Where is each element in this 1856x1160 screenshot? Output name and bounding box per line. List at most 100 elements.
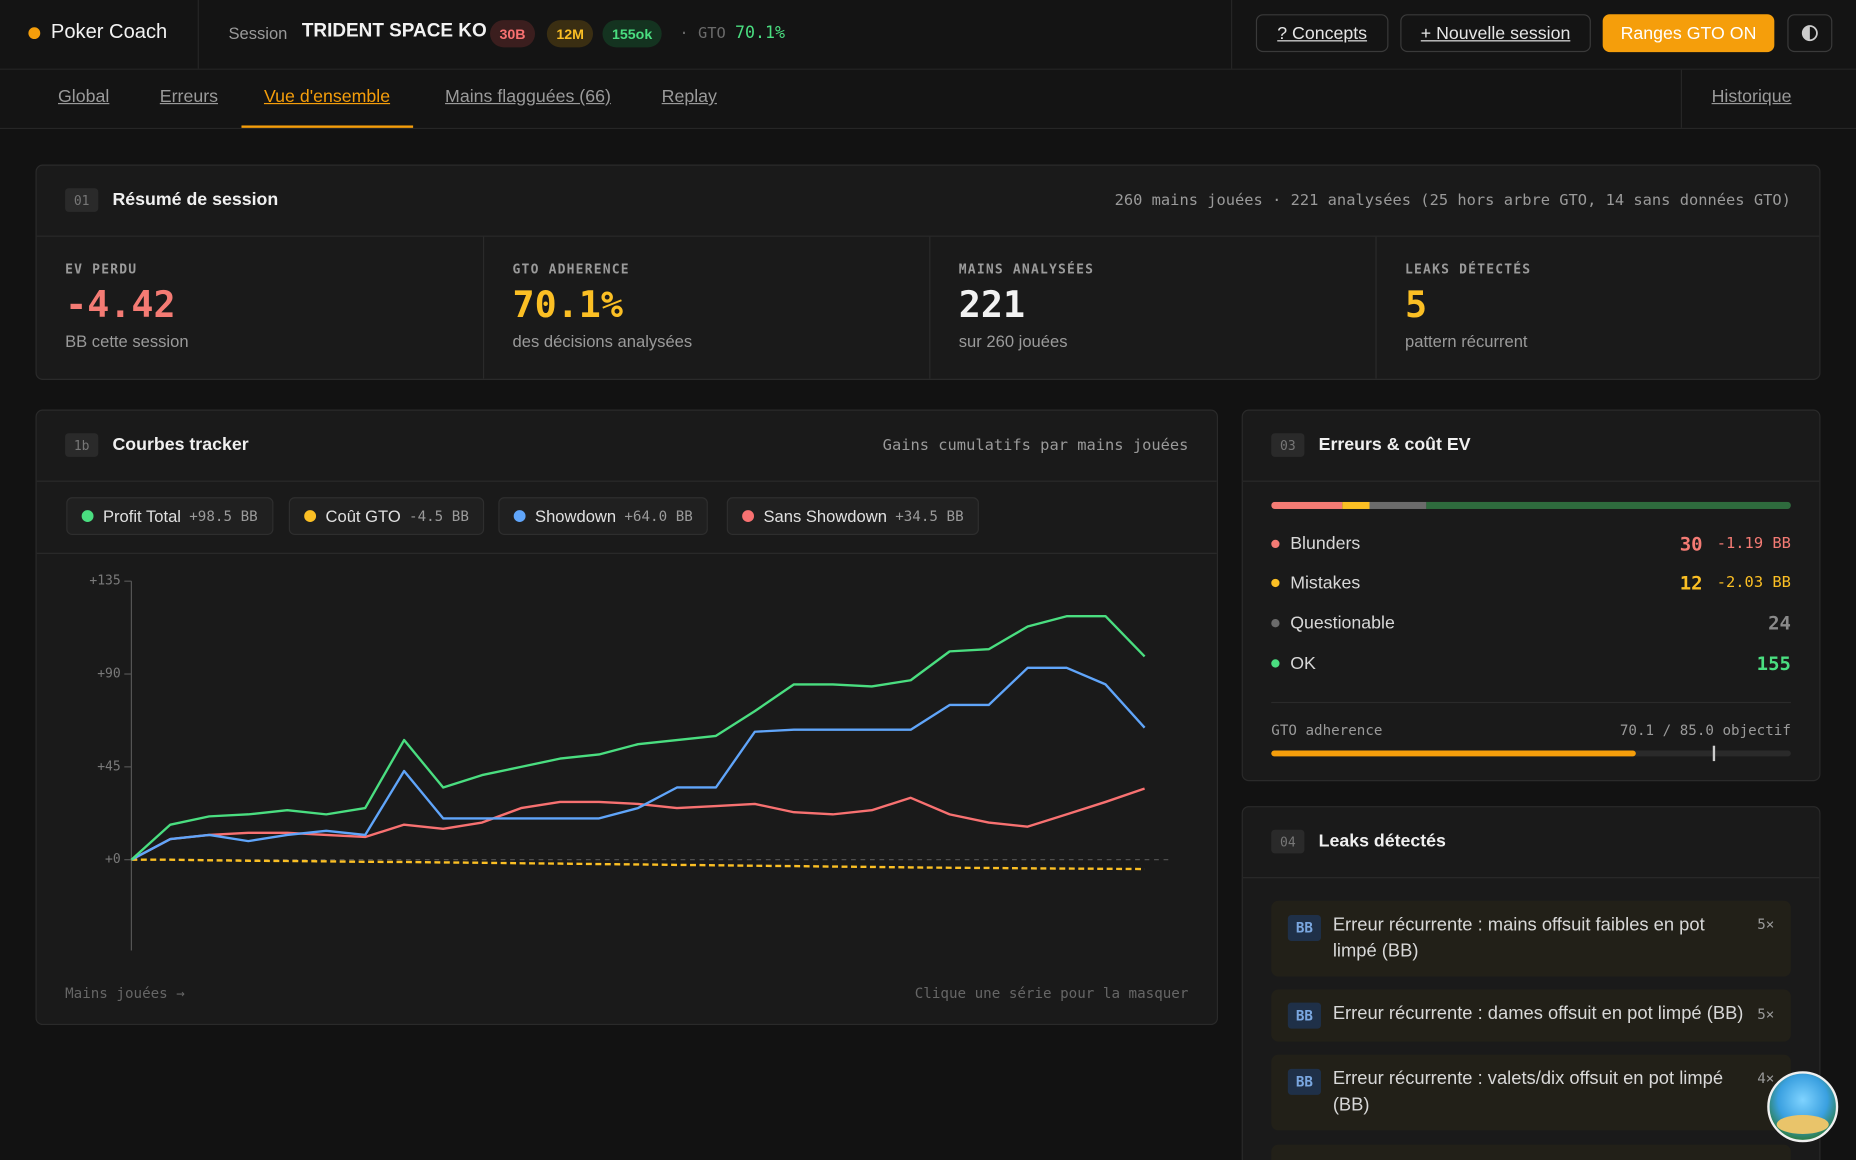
tab[interactable]: Mains flagguées (66) [445,86,611,107]
tab[interactable]: Erreurs [159,86,219,107]
legend-dot [81,510,94,522]
panel-header: 01 Résumé de session 260 mains jouées · … [36,166,1820,237]
bar-segment [1369,501,1427,509]
panel-note: 260 mains jouées · 221 analysées (25 hor… [1114,191,1791,210]
divider [36,552,1217,554]
theme-icon [1801,25,1818,42]
divider [1680,69,1682,128]
adherence-text: 70.1 / 85.0 objectif [1619,722,1791,739]
badge: 12M [546,20,594,48]
tab[interactable]: Vue d'ensemble [241,70,413,128]
badge: 30B [490,20,536,48]
leak-tag: BB [1287,1068,1321,1095]
stat-value: 221 [958,284,1026,327]
error-row: Questionable 24 [1271,609,1791,637]
dot [1271,579,1280,588]
error-name: Blunders [1290,533,1361,554]
stat-value: 70.1% [512,284,623,327]
dot [1271,618,1280,628]
dot [1271,658,1280,668]
error-ev: -1.19 BB [1716,534,1791,553]
divider [197,0,199,69]
error-row: Blunders 30 -1.19 BB [1271,529,1791,557]
error-name: Mistakes [1290,573,1361,594]
stat-sub: des décisions analysées [512,331,693,351]
tab-bar: Historique Global Erreurs Vue d'ensemble Ma… [0,69,1856,130]
legend-item[interactable]: Showdown +64.0 BB [498,497,709,536]
error-name: Questionable [1290,613,1395,634]
session-name: TRIDENT SPACE KO [301,21,487,42]
error-count: 24 [1768,611,1791,635]
errors-panel: 03 Erreurs & coût EV GTO adherence 70.1 … [1241,409,1821,782]
panel-title: Leaks détectés [1318,830,1446,852]
new-session-button[interactable]: + Nouvelle session [1400,14,1591,53]
error-count: 12 [1679,571,1703,595]
leak-item[interactable] [1271,1144,1791,1160]
stat: EV PERDU -4.42 BB cette session [37,237,483,379]
theme-toggle[interactable] [1787,14,1833,53]
brand: Poker Coach [50,20,168,43]
dot [1271,539,1280,548]
stat: LEAKS DÉTECTÉS 5 pattern récurrent [1375,236,1819,379]
error-count: 30 [1679,532,1703,555]
legend-total: +98.5 BB [189,507,258,525]
x-axis-label: Mains jouées → [65,984,185,1002]
header: Poker Coach Session TRIDENT SPACE KO 30B… [0,0,1856,70]
stat: GTO ADHERENCE 70.1% des décisions analysée… [482,236,929,379]
panel-header: 1b Courbes tracker Gains cumulatifs par … [36,411,1217,482]
legend-dot [513,510,526,522]
legend-item[interactable]: Profit Total +98.5 BB [66,497,274,536]
stat-value: -4.42 [65,284,176,327]
legend-name: Showdown [535,506,617,526]
error-distribution-bar [1271,501,1791,509]
brand-dot [28,27,41,40]
adherence-target [1712,745,1715,762]
panel-title: Erreurs & coût EV [1318,434,1471,455]
tab[interactable]: Replay [661,86,717,107]
tracker-panel: 1b Courbes tracker Gains cumulatifs par … [35,409,1218,1026]
leak-item[interactable]: BB Erreur récurrente : valets/dix offsuit… [1271,1054,1791,1131]
stat-label: GTO ADHERENCE [512,261,630,277]
history-tab[interactable]: Historique [1711,86,1792,107]
legend-item[interactable]: Sans Showdown +34.5 BB [726,497,980,536]
panel-note: Gains cumulatifs par mains jouées [882,436,1189,455]
error-row: OK 155 [1271,649,1791,677]
bar-segment [1341,501,1370,509]
gto-label: · GTO [679,24,726,43]
panel-title: Résumé de session [112,189,279,210]
legend-total: +34.5 BB [895,507,964,525]
legend-item[interactable]: Coût GTO -4.5 BB [288,497,485,536]
leak-item[interactable]: BB Erreur récurrente : dames offsuit en p… [1271,989,1791,1042]
divider [1231,0,1233,69]
stat: MAINS ANALYSÉES 221 sur 260 jouées [929,236,1375,379]
leak-tag: BB [1287,1002,1321,1029]
ranges-button[interactable]: Ranges GTO ON [1602,14,1775,53]
concepts-button[interactable]: ? Concepts [1255,14,1389,53]
stat-sub: sur 260 jouées [958,331,1068,351]
leak-text: Erreur récurrente : valets/dix offsuit e… [1332,1068,1724,1116]
bar-segment [1271,501,1342,509]
tab[interactable]: Global [57,86,110,107]
panel-number: 03 [1271,433,1305,457]
leak-text: Erreur récurrente : mains offsuit faible… [1332,914,1705,962]
legend-dot [742,510,754,522]
leak-count: 5× [1757,1006,1775,1023]
error-ev: -2.03 BB [1716,574,1791,593]
summary-panel: 01 Résumé de session 260 mains jouées · … [35,164,1821,380]
adherence-label: GTO adherence [1271,722,1383,739]
divider [1271,701,1791,704]
adherence-fill [1271,750,1636,757]
panel-header: 04 Leaks détectés [1242,807,1820,879]
stat-sub: pattern récurrent [1405,331,1528,351]
stat-label: MAINS ANALYSÉES [958,261,1095,277]
stat-sub: BB cette session [65,331,189,351]
legend-total: -4.5 BB [409,507,469,525]
leak-item[interactable]: BB Erreur récurrente : mains offsuit faib… [1271,900,1791,977]
legend-dot [304,510,317,522]
bar-segment [1426,501,1791,509]
error-name: OK [1290,652,1316,674]
badge: 155ok [602,20,662,48]
panel-number: 1b [65,433,99,457]
stat-label: LEAKS DÉTECTÉS [1405,261,1532,277]
